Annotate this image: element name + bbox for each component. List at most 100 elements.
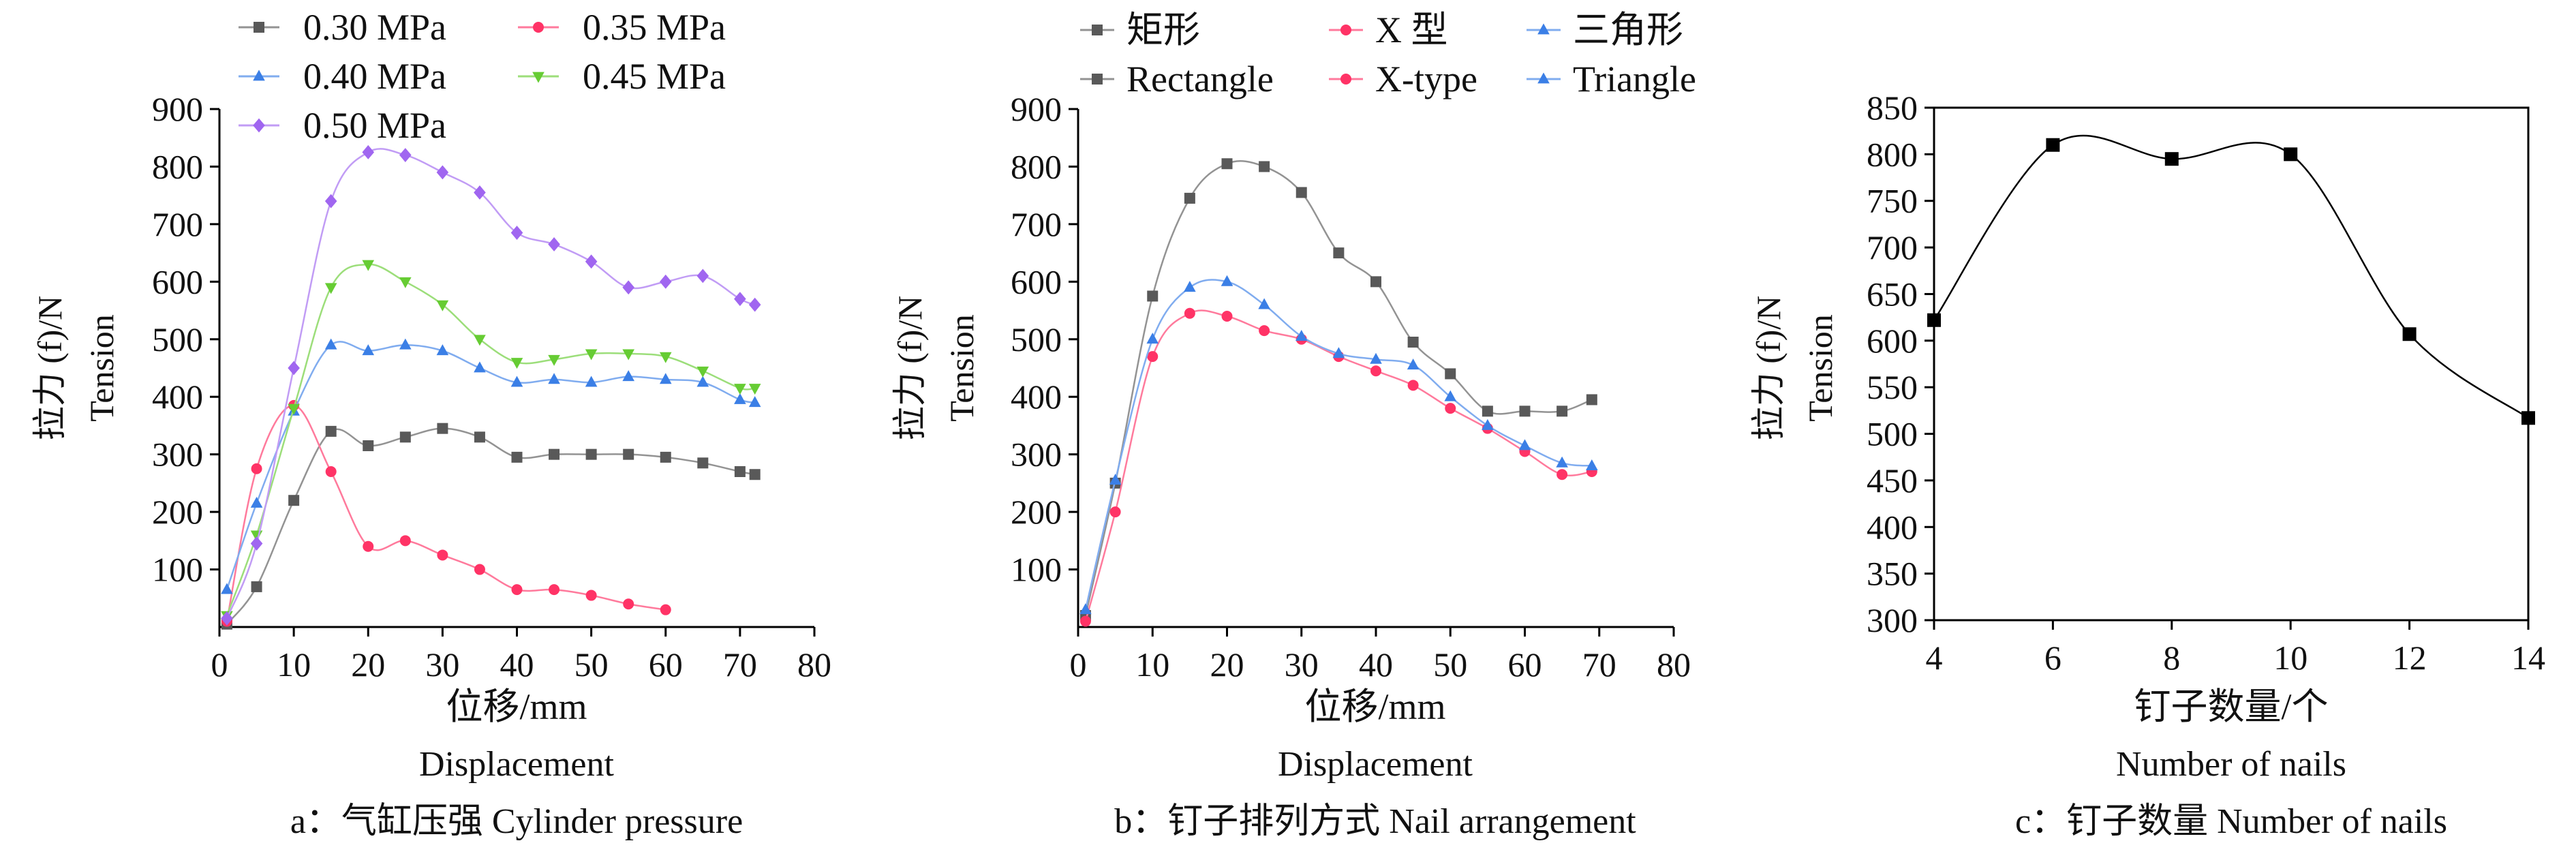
data-point [1482, 418, 1494, 430]
panel-b-x-ticks: 0 10 20 30 40 50 60 70 80 [1070, 627, 1691, 684]
x-tick-label: 20 [351, 645, 385, 684]
y-tick-label: 650 [1867, 275, 1918, 313]
x-tick-label: 6 [2044, 639, 2061, 677]
data-point [1518, 439, 1531, 450]
legend-marker [1340, 74, 1351, 85]
y-tick-label: 200 [1011, 493, 1062, 531]
x-tick-label: 10 [277, 645, 311, 684]
data-point [2284, 147, 2298, 162]
panel-a-xlabel-en: Displacement [419, 745, 614, 784]
data-point [1445, 403, 1456, 414]
legend-label: 三角形 [1573, 10, 1683, 50]
data-point [660, 604, 671, 615]
data-point [1444, 390, 1457, 401]
y-tick-label: 400 [152, 378, 203, 416]
legend-label: 0.45 MPa [583, 56, 726, 97]
data-point [1332, 347, 1345, 358]
data-point [585, 448, 597, 460]
legend-label: 矩形 [1126, 10, 1200, 50]
data-point [623, 598, 634, 610]
y-tick-label: 900 [152, 90, 203, 128]
panel-b-ylabel-cn: 拉力 (f)/N [891, 296, 929, 440]
data-point [659, 373, 672, 384]
data-point [749, 469, 761, 480]
legend-label: Triangle [1573, 59, 1696, 100]
data-point [362, 344, 375, 356]
data-point [399, 431, 411, 443]
data-point [1407, 337, 1419, 348]
data-point [437, 549, 448, 561]
y-tick-label: 700 [1867, 228, 1918, 266]
x-tick-label: 30 [425, 645, 459, 684]
y-tick-label: 550 [1867, 368, 1918, 406]
data-point [510, 226, 523, 240]
data-point [1586, 459, 1598, 470]
data-point [1184, 281, 1196, 292]
data-point [399, 535, 411, 547]
data-point [585, 590, 597, 601]
y-tick-label: 200 [152, 493, 203, 531]
data-point [1079, 615, 1091, 627]
data-point [2521, 411, 2535, 425]
legend-marker [1092, 25, 1103, 35]
data-point [1146, 333, 1159, 344]
legend-label: 0.40 MPa [303, 56, 446, 97]
legend-marker [1537, 23, 1550, 35]
data-point [436, 300, 449, 311]
series-line-1 [226, 427, 755, 625]
data-point [1370, 365, 1381, 377]
data-point [585, 349, 598, 361]
y-tick-label: 500 [1011, 320, 1062, 358]
panel-a-xlabel-cn: 位移/mm [446, 686, 587, 727]
data-point [1259, 161, 1270, 172]
x-tick-label: 12 [2393, 639, 2427, 677]
data-point [1557, 469, 1568, 480]
data-point [324, 283, 337, 294]
x-tick-label: 80 [1657, 645, 1691, 684]
data-point [549, 584, 560, 596]
y-tick-label: 300 [1011, 435, 1062, 474]
data-point [748, 297, 761, 312]
data-point [549, 448, 560, 460]
data-point [221, 611, 233, 626]
data-point [1519, 406, 1531, 417]
data-point [511, 584, 523, 596]
x-tick-label: 0 [211, 645, 228, 684]
legend-marker [1340, 25, 1351, 35]
panel-a-y-ticks: 100 200 300 400 500 600 700 800 900 [152, 90, 219, 589]
panel-a-caption: a：气缸压强 Cylinder pressure [290, 801, 743, 841]
data-point [2164, 152, 2179, 166]
data-point [325, 425, 337, 437]
data-point [362, 144, 375, 159]
data-point [622, 349, 634, 361]
data-point [363, 440, 374, 451]
data-point [510, 358, 523, 369]
data-point [696, 366, 709, 378]
data-point [363, 540, 374, 552]
data-point [2046, 138, 2060, 152]
data-point [250, 496, 263, 508]
data-point [474, 185, 486, 200]
data-point [288, 403, 300, 415]
panel-b-plot [1079, 158, 1598, 627]
panel-c-x-ticks: 4 6 8 10 12 14 [1926, 620, 2545, 677]
data-point [623, 448, 634, 460]
data-point [734, 393, 746, 404]
series-line-1 [1933, 134, 2529, 419]
data-point [251, 581, 262, 592]
data-point [696, 269, 709, 284]
x-tick-label: 60 [649, 645, 683, 684]
data-point [474, 431, 485, 443]
data-point [1295, 329, 1308, 341]
legend-label: 0.50 MPa [303, 105, 446, 146]
data-point [696, 376, 709, 387]
data-point [1370, 352, 1382, 364]
data-point [1557, 406, 1568, 417]
x-tick-label: 50 [1433, 645, 1467, 684]
data-point [436, 344, 449, 356]
data-point [1407, 358, 1420, 370]
x-tick-label: 30 [1285, 645, 1319, 684]
data-point [1258, 298, 1270, 309]
data-point [697, 457, 709, 469]
